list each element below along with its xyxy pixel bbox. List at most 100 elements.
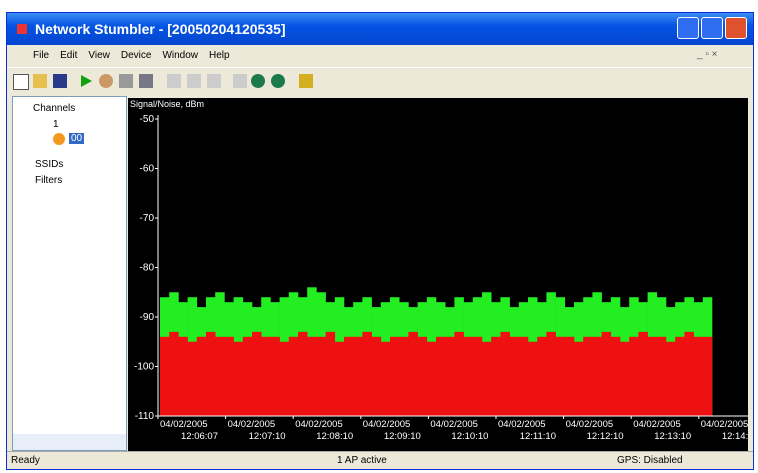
save-button[interactable] — [53, 74, 67, 88]
bar — [648, 337, 658, 416]
bar — [399, 337, 409, 416]
page: Network Stumbler - [20050204120535] File… — [0, 0, 758, 473]
chart-title: Signal/Noise, dBm — [130, 99, 204, 109]
x-tick-label: 04/02/2005 — [363, 419, 411, 430]
status-text: Ready — [11, 455, 40, 466]
bar — [160, 337, 170, 416]
zoom-out-button[interactable] — [271, 74, 285, 88]
bar — [583, 337, 593, 416]
status-bar: Ready 1 AP active GPS: Disabled — [7, 451, 753, 470]
x-tick-label: 04/02/2005 — [566, 419, 614, 430]
tree-item[interactable]: Channels — [33, 103, 75, 114]
x-tick-label: 04/02/2005 — [430, 419, 478, 430]
x-tick-label: 12:08:10 — [316, 431, 353, 442]
new-button[interactable] — [13, 74, 29, 90]
bar — [206, 332, 216, 416]
bar — [482, 342, 492, 416]
bar — [445, 337, 455, 416]
bar — [592, 337, 602, 416]
bar — [556, 337, 566, 416]
bar — [316, 337, 326, 416]
horizontal-scrollbar[interactable] — [13, 434, 126, 450]
bar — [289, 337, 299, 416]
bar — [703, 337, 713, 416]
bar — [491, 337, 501, 416]
bar — [390, 337, 400, 416]
bar — [519, 337, 529, 416]
scan-button[interactable] — [99, 74, 113, 88]
bar — [565, 337, 575, 416]
bar — [197, 337, 207, 416]
bar — [372, 337, 382, 416]
bar — [215, 337, 225, 416]
disabled-button — [233, 74, 247, 88]
options-button[interactable] — [139, 74, 153, 88]
bar — [684, 332, 694, 416]
bar — [500, 332, 510, 416]
bar — [224, 337, 234, 416]
menu-item[interactable]: View — [88, 50, 110, 61]
bar — [427, 342, 437, 416]
bar — [298, 332, 308, 416]
mdi-controls[interactable]: _ ▫ × — [697, 49, 718, 60]
y-tick-label: -60 — [140, 164, 155, 175]
bar — [694, 337, 704, 416]
bar — [252, 332, 262, 416]
tree-item[interactable]: Filters — [35, 175, 62, 186]
y-tick-label: -80 — [140, 263, 155, 274]
x-tick-label: 04/02/2005 — [160, 419, 208, 430]
open-button[interactable] — [33, 74, 47, 88]
bar — [307, 337, 317, 416]
bar — [620, 342, 630, 416]
bar — [464, 337, 474, 416]
tree-item[interactable]: SSIDs — [35, 159, 63, 170]
start-button[interactable] — [79, 74, 93, 88]
maximize-button[interactable] — [701, 17, 723, 39]
bar — [335, 342, 345, 416]
x-tick-label: 04/02/2005 — [498, 419, 546, 430]
sound-button[interactable] — [119, 74, 133, 88]
bar — [326, 332, 336, 416]
status-text: GPS: Disabled — [617, 455, 683, 466]
tree-item[interactable]: 1 — [53, 119, 59, 130]
bar — [436, 337, 446, 416]
close-button[interactable] — [725, 17, 747, 39]
minimize-button[interactable] — [677, 17, 699, 39]
zoom-in-button[interactable] — [251, 74, 265, 88]
chart: Signal/Noise, dBm-50-60-70-80-90-100-110… — [128, 98, 748, 451]
window: Network Stumbler - [20050204120535] File… — [6, 12, 754, 470]
ap-icon — [53, 133, 65, 145]
menu-item[interactable]: Window — [162, 50, 198, 61]
bar — [675, 337, 685, 416]
x-tick-label: 04/02/2005 — [228, 419, 276, 430]
bar — [454, 332, 464, 416]
title-bar: Network Stumbler - [20050204120535] — [7, 13, 753, 45]
bar — [261, 337, 271, 416]
x-tick-label: 04/02/2005 — [701, 419, 748, 430]
bar — [381, 342, 391, 416]
help-button[interactable] — [299, 74, 313, 88]
bar — [169, 332, 179, 416]
bar — [510, 337, 519, 416]
tree-item[interactable]: 00 — [69, 133, 84, 144]
disabled-button — [167, 74, 181, 88]
bar — [353, 337, 363, 416]
x-tick-label: 12:12:10 — [587, 431, 624, 442]
x-tick-label: 12:11:10 — [520, 431, 556, 442]
x-tick-label: 12:09:10 — [384, 431, 421, 442]
x-tick-label: 12:06:07 — [181, 431, 218, 442]
disabled-button — [187, 74, 201, 88]
window-title: Network Stumbler - [20050204120535] — [35, 21, 286, 37]
menu-item[interactable]: File — [33, 50, 49, 61]
y-tick-label: -100 — [134, 362, 154, 373]
bar — [528, 342, 538, 416]
menu-item[interactable]: Help — [209, 50, 230, 61]
menu-item[interactable]: Edit — [60, 50, 77, 61]
bar — [344, 337, 354, 416]
status-text: 1 AP active — [337, 455, 387, 466]
menu-item[interactable]: Device — [121, 50, 152, 61]
y-tick-label: -110 — [135, 411, 155, 422]
x-tick-label: 12:10:10 — [451, 431, 488, 442]
toolbar — [7, 67, 753, 95]
menu-bar: File Edit View Device Window Help _ ▫ × — [7, 45, 753, 67]
